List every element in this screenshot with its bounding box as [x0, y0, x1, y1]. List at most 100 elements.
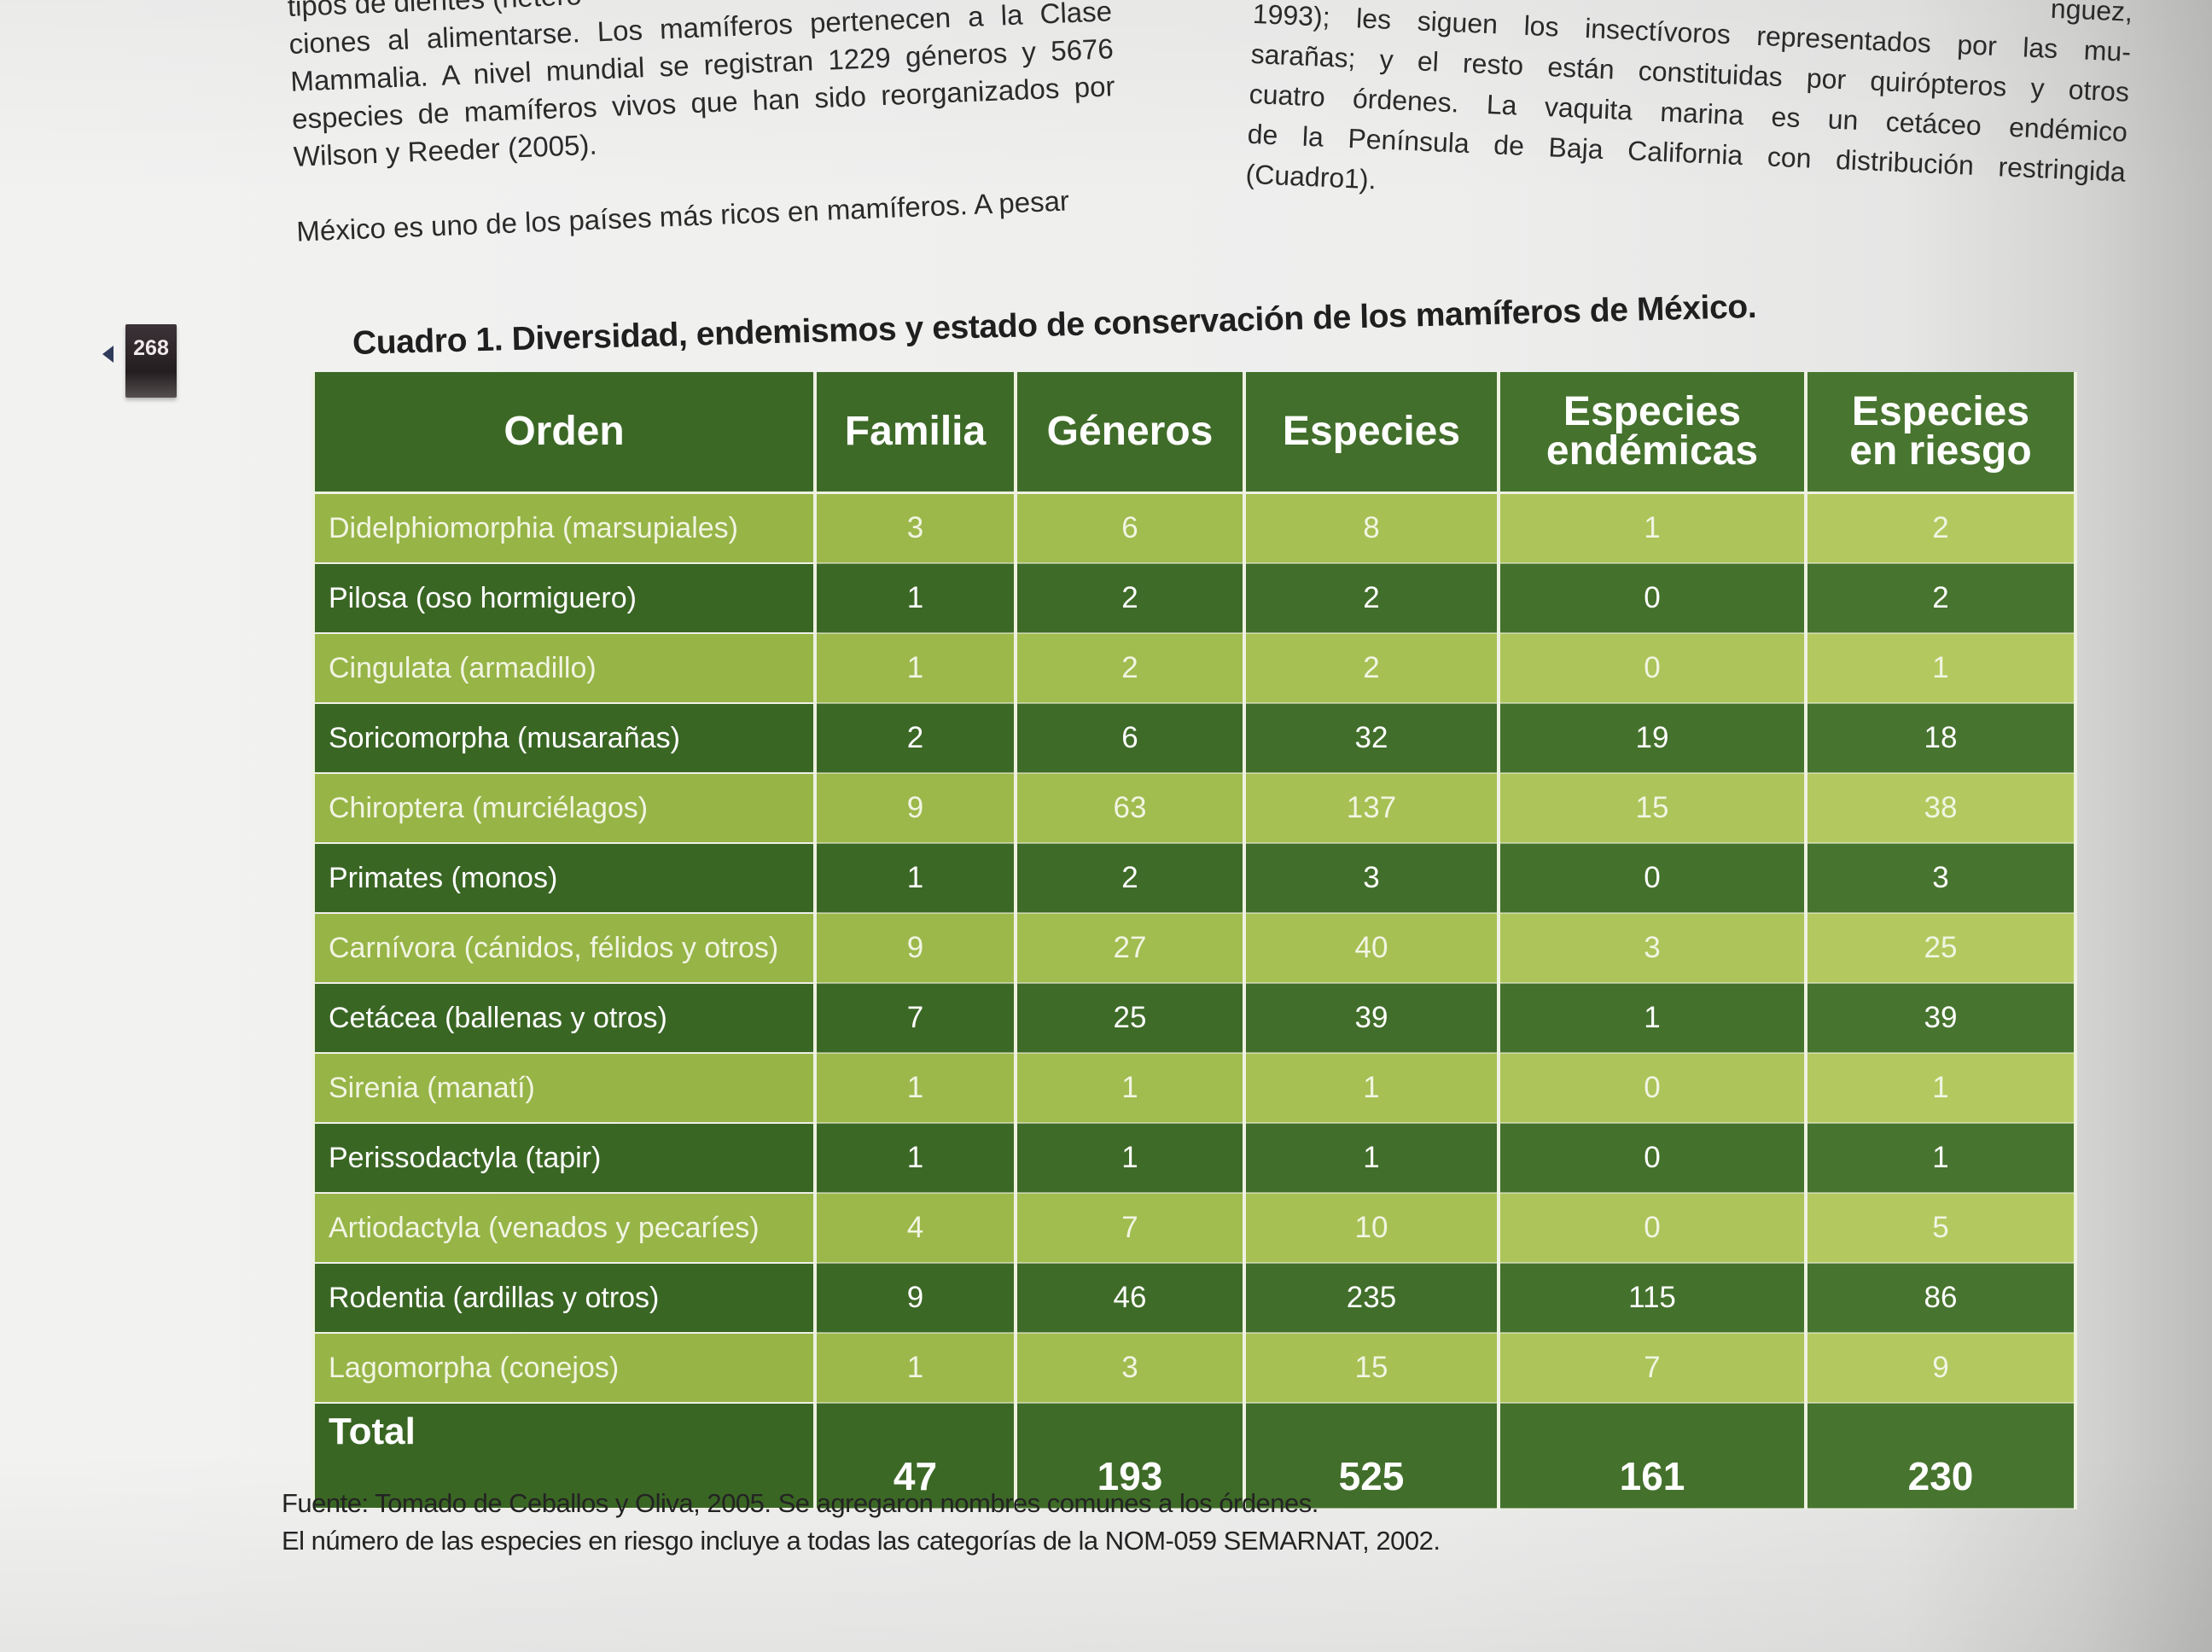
especies-value: 8: [1243, 492, 1500, 564]
endemicas-value: 19: [1497, 702, 1807, 774]
table-row: Soricomorpha (musarañas) 2 6 32 19 18: [311, 702, 2077, 774]
left-text-column: tipos de dientes (hetero ciones al alime…: [287, 0, 1121, 251]
order-name: Perissodactyla (tapir): [311, 1122, 817, 1194]
riesgo-value: 39: [1804, 982, 2077, 1054]
header-familia: Familia: [813, 372, 1017, 494]
mammals-table: Orden Familia Géneros Especies Especies e…: [311, 372, 2077, 1509]
especies-value: 39: [1243, 982, 1500, 1054]
riesgo-value: 3: [1804, 842, 2077, 914]
endemicas-value: 1: [1497, 492, 1807, 564]
riesgo-value: 18: [1804, 702, 2077, 774]
familia-value: 1: [813, 1122, 1017, 1194]
endemicas-value: 0: [1497, 632, 1807, 704]
order-name: Soricomorpha (musarañas): [311, 702, 817, 774]
generos-value: 7: [1014, 1192, 1246, 1264]
header-label: Géneros: [1046, 409, 1214, 454]
generos-value: 46: [1014, 1262, 1246, 1334]
generos-value: 6: [1014, 492, 1246, 564]
order-name: Primates (monos): [311, 842, 817, 914]
familia-value: 1: [813, 1052, 1017, 1124]
total-endemicas-value: 161: [1497, 1402, 1807, 1509]
table-row: Carnívora (cánidos, félidos y otros) 9 2…: [311, 912, 2077, 984]
endemicas-value: 0: [1497, 1052, 1807, 1124]
table-row: Rodentia (ardillas y otros) 9 46 235 115…: [311, 1262, 2077, 1334]
familia-value: 7: [813, 982, 1017, 1054]
total-generos-value: 193: [1014, 1402, 1246, 1509]
generos-value: 2: [1014, 842, 1246, 914]
right-text-column: nguez, 1993); les siguen los insectívoro…: [1245, 0, 2133, 233]
especies-value: 32: [1243, 702, 1500, 774]
table-row: Artiodactyla (venados y pecaríes) 4 7 10…: [311, 1192, 2077, 1264]
especies-value: 10: [1243, 1192, 1500, 1264]
header-label: en riesgo: [1849, 428, 2032, 474]
table-row: Didelphiomorphia (marsupiales) 3 6 8 1 2: [311, 492, 2077, 564]
header-label: Especies: [1851, 389, 2030, 434]
table-header-row: Orden Familia Géneros Especies Especies e…: [311, 372, 2077, 494]
endemicas-value: 3: [1497, 912, 1807, 984]
table-row: Primates (monos) 1 2 3 0 3: [311, 842, 2077, 914]
header-label: Especies: [1563, 389, 1742, 434]
risk-note: El número de las especies en riesgo incl…: [282, 1526, 1441, 1556]
header-label: Orden: [504, 409, 625, 454]
riesgo-value: 25: [1804, 912, 2077, 984]
familia-value: 9: [813, 1262, 1017, 1334]
table-row: Perissodactyla (tapir) 1 1 1 0 1: [311, 1122, 2077, 1194]
generos-value: 3: [1014, 1332, 1246, 1404]
riesgo-value: 86: [1804, 1262, 2077, 1334]
header-especies-endemicas: Especies endémicas: [1497, 372, 1807, 494]
source-note: Fuente: Tomado de Ceballos y Oliva, 2005…: [282, 1488, 1318, 1518]
familia-value: 1: [813, 842, 1017, 914]
header-generos: Géneros: [1014, 372, 1246, 494]
total-especies-value: 525: [1243, 1402, 1500, 1509]
total-label: Total: [311, 1402, 817, 1509]
familia-value: 2: [813, 702, 1017, 774]
familia-value: 4: [813, 1192, 1017, 1264]
order-name: Rodentia (ardillas y otros): [311, 1262, 817, 1334]
total-familia-value: 47: [813, 1402, 1017, 1509]
endemicas-value: 0: [1497, 842, 1807, 914]
generos-value: 1: [1014, 1122, 1246, 1194]
endemicas-value: 7: [1497, 1332, 1807, 1404]
table-row: Sirenia (manatí) 1 1 1 0 1: [311, 1052, 2077, 1124]
order-name: Artiodactyla (venados y pecaríes): [311, 1192, 817, 1264]
order-name: Pilosa (oso hormiguero): [311, 562, 817, 634]
riesgo-value: 5: [1804, 1192, 2077, 1264]
table-total-row: Total 47 193 525 161 230: [311, 1402, 2077, 1509]
page-number: 268: [133, 336, 169, 360]
familia-value: 3: [813, 492, 1017, 564]
riesgo-value: 1: [1804, 1052, 2077, 1124]
especies-value: 3: [1243, 842, 1500, 914]
familia-value: 1: [813, 562, 1017, 634]
header-especies: Especies: [1243, 372, 1500, 494]
especies-value: 40: [1243, 912, 1500, 984]
especies-value: 137: [1243, 772, 1500, 844]
header-label: endémicas: [1545, 428, 1759, 474]
riesgo-value: 9: [1804, 1332, 2077, 1404]
familia-value: 1: [813, 1332, 1017, 1404]
especies-value: 2: [1243, 632, 1500, 704]
table-row: Lagomorpha (conejos) 1 3 15 7 9: [311, 1332, 2077, 1404]
table-row: Cetácea (ballenas y otros) 7 25 39 1 39: [311, 982, 2077, 1054]
riesgo-value: 38: [1804, 772, 2077, 844]
order-name: Lagomorpha (conejos): [311, 1332, 817, 1404]
endemicas-value: 0: [1497, 1192, 1807, 1264]
riesgo-value: 2: [1804, 562, 2077, 634]
order-name: Cetácea (ballenas y otros): [311, 982, 817, 1054]
arrow-left-icon: [102, 346, 114, 363]
familia-value: 1: [813, 632, 1017, 704]
especies-value: 235: [1243, 1262, 1500, 1334]
riesgo-value: 1: [1804, 1122, 2077, 1194]
table-row: Cingulata (armadillo) 1 2 2 0 1: [311, 632, 2077, 704]
especies-value: 1: [1243, 1052, 1500, 1124]
especies-value: 2: [1243, 562, 1500, 634]
generos-value: 6: [1014, 702, 1246, 774]
order-name: Chiroptera (murciélagos): [311, 772, 817, 844]
generos-value: 25: [1014, 982, 1246, 1054]
table-title: Cuadro 1. Diversidad, endemismos y estad…: [352, 288, 1757, 362]
order-name: Didelphiomorphia (marsupiales): [311, 492, 817, 564]
table-row: Chiroptera (murciélagos) 9 63 137 15 38: [311, 772, 2077, 844]
header-label: Familia: [844, 409, 987, 454]
page-number-badge: 268: [125, 324, 177, 398]
endemicas-value: 15: [1497, 772, 1807, 844]
riesgo-value: 2: [1804, 492, 2077, 564]
